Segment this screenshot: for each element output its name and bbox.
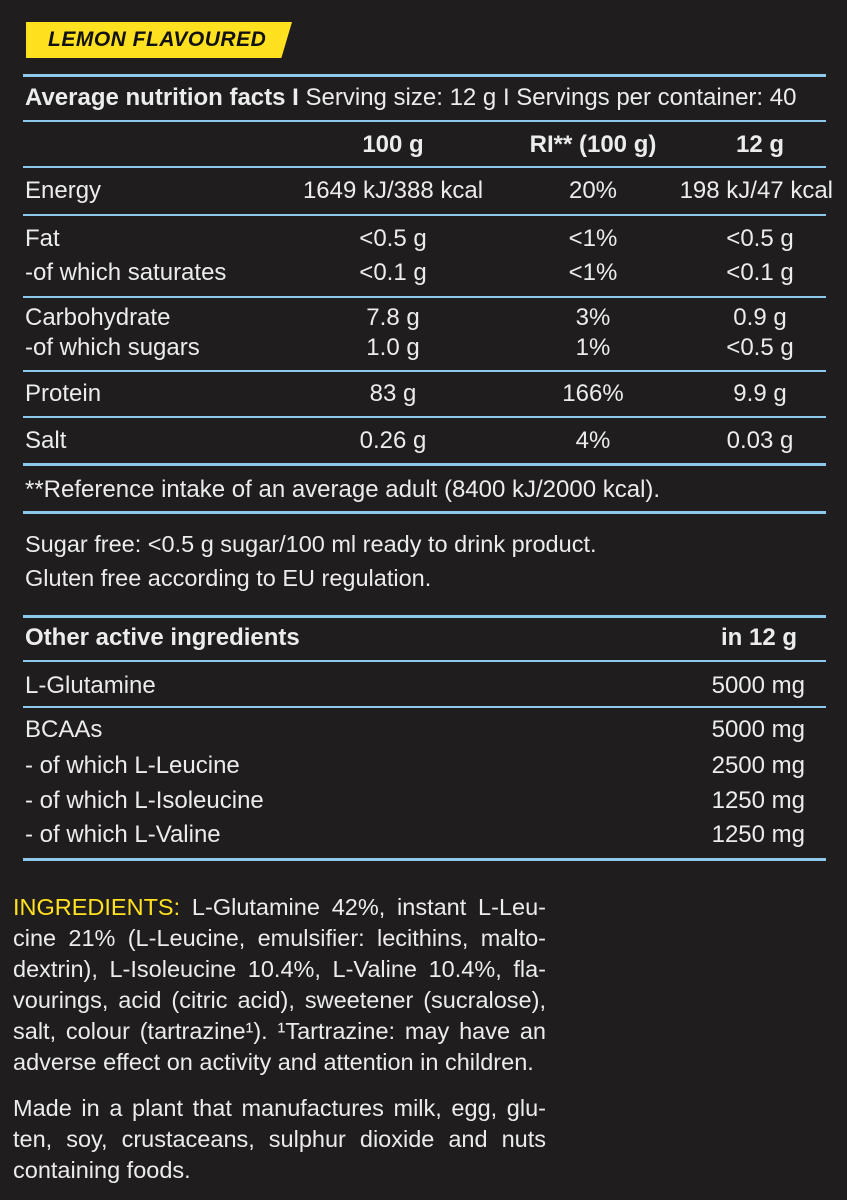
active-value: 5000 mg (711, 672, 805, 699)
value-100g: 0.26 g (359, 427, 427, 454)
active-label: - of which L-Valine (25, 821, 221, 848)
active-label: - of which L-Leucine (25, 752, 240, 779)
value-ri: 1% (575, 334, 611, 361)
value-12g: 198 kJ/47 kcal (679, 177, 833, 204)
gluten-free-claim: Gluten free according to EU regulation. (25, 565, 432, 591)
row-label: Energy (25, 177, 102, 204)
active-unit-header: in 12 g (720, 624, 797, 651)
value-12g: <0.5 g (726, 225, 794, 252)
header-ri: RI** (100 g) (529, 131, 657, 158)
value-100g: 1649 kJ/388 kcal (302, 177, 484, 204)
value-ri: 4% (575, 427, 611, 454)
value-100g: 1.0 g (366, 334, 420, 361)
value-12g: 9.9 g (733, 380, 787, 407)
divider (23, 214, 826, 216)
value-100g: <0.1 g (359, 259, 427, 286)
divider (23, 296, 826, 298)
row-label: Carbohydrate (25, 304, 171, 331)
nutrition-title-bold: Average nutrition facts I (25, 84, 299, 111)
value-100g: <0.5 g (359, 225, 427, 252)
value-12g: <0.5 g (726, 334, 794, 361)
row-label: Salt (25, 427, 67, 454)
ingredients-label: INGREDIENTS: (13, 894, 181, 920)
value-100g: 83 g (369, 380, 417, 407)
active-bottom-rule (23, 858, 826, 861)
row-label: -of which sugars (25, 334, 200, 361)
divider (23, 660, 826, 662)
active-top-rule (23, 615, 826, 618)
divider (23, 120, 826, 122)
table-bottom-rule (23, 511, 826, 514)
active-value: 1250 mg (711, 787, 805, 814)
nutrition-title: Average nutrition facts I Serving size: … (25, 84, 796, 112)
divider (23, 706, 826, 708)
table-mid-rule (23, 463, 826, 466)
divider (23, 416, 826, 418)
divider (23, 166, 826, 168)
ingredients-paragraph: INGREDIENTS: L-Glutamine 42%, instant L-… (13, 892, 546, 1078)
ri-footnote: **Reference intake of an average adult (… (25, 476, 661, 503)
header-100g: 100 g (362, 131, 424, 158)
active-value: 2500 mg (711, 752, 805, 779)
value-ri: 20% (568, 177, 618, 204)
flavour-badge: LEMON FLAVOURED (26, 22, 292, 58)
active-value: 1250 mg (711, 821, 805, 848)
row-label: Protein (25, 380, 102, 407)
value-12g: 0.9 g (733, 304, 787, 331)
active-label: - of which L-Isoleucine (25, 787, 264, 814)
allergen-note: Made in a plant that manufactures milk, … (13, 1095, 546, 1183)
value-ri: 166% (562, 380, 624, 407)
value-12g: 0.03 g (726, 427, 794, 454)
ingredients-text: L-Glutamine 42%, instant L-Leu­cine 21% … (13, 894, 546, 1075)
active-label: L-Glutamine (25, 672, 156, 699)
value-12g: <0.1 g (726, 259, 794, 286)
active-title: Other active ingredients (25, 624, 300, 651)
active-value: 5000 mg (711, 716, 805, 743)
sugar-free-claim: Sugar free: <0.5 g sugar/100 ml ready to… (25, 531, 597, 557)
value-ri: <1% (568, 225, 618, 252)
value-100g: 7.8 g (366, 304, 420, 331)
value-ri: 3% (575, 304, 611, 331)
table-top-rule (23, 74, 826, 77)
active-label: BCAAs (25, 716, 103, 743)
divider (23, 370, 826, 372)
nutrition-title-rest: Serving size: 12 g I Servings per contai… (298, 84, 797, 111)
header-12g: 12 g (735, 131, 785, 158)
row-label: Fat (25, 225, 60, 252)
value-ri: <1% (568, 259, 618, 286)
row-label: -of which saturates (25, 259, 227, 286)
